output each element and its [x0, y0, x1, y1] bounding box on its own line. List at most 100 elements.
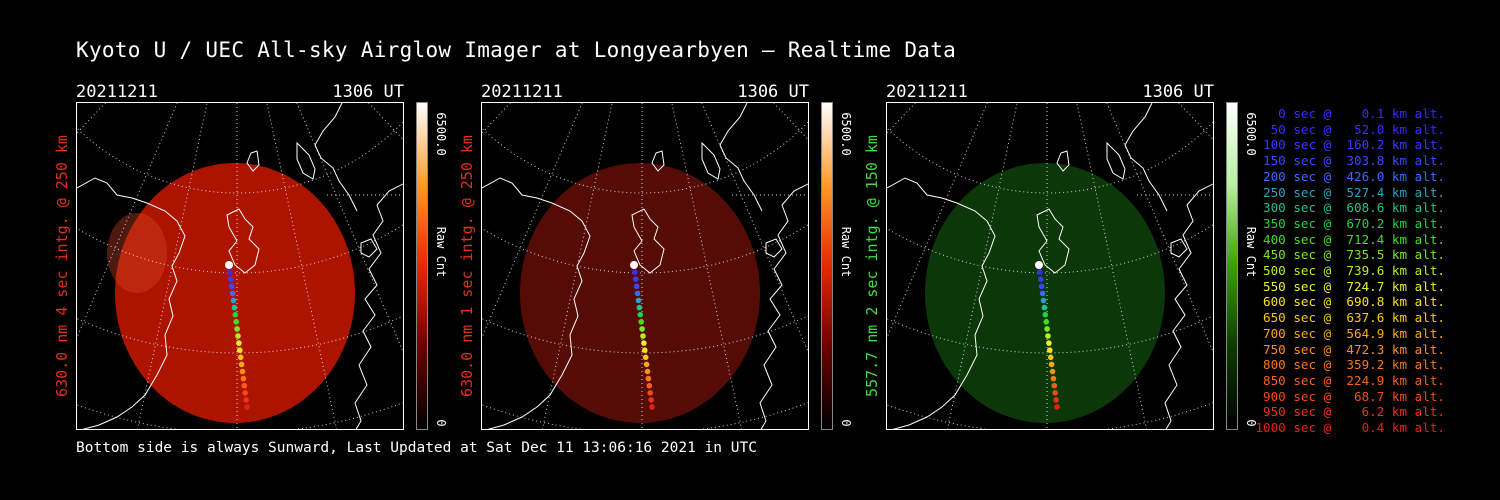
trajectory-point — [637, 311, 644, 318]
trajectory-point — [1043, 319, 1049, 325]
trajectory-point — [230, 297, 237, 304]
legend-entry: 350 sec @ 670.2 km alt. — [1255, 215, 1445, 231]
legend-entry: 700 sec @ 564.9 km alt. — [1255, 325, 1445, 341]
latitude-grid-line — [77, 315, 403, 354]
trajectory-point — [1042, 311, 1049, 318]
latitude-grid-line — [887, 315, 1213, 354]
legend-entry: 600 sec @ 690.8 km alt. — [1255, 294, 1445, 310]
trajectory-point — [243, 397, 249, 403]
trajectory-point — [640, 333, 646, 339]
coastline — [651, 150, 665, 172]
colorbar — [821, 102, 833, 430]
trajectory-point — [228, 283, 235, 290]
trajectory-point — [633, 276, 639, 282]
trajectory-point — [642, 347, 648, 353]
trajectory-point — [644, 368, 651, 375]
trajectory-point — [1045, 333, 1051, 339]
legend-entry: 50 sec @ 52.0 km alt. — [1255, 121, 1445, 137]
trajectory-point — [233, 319, 239, 325]
trajectory-point — [648, 397, 654, 403]
trajectory-point — [1039, 290, 1046, 297]
trajectory-point — [646, 382, 653, 389]
panel-1: 20211211 1306 UT 630.0 nm 4 sec intg. @ … — [53, 82, 476, 432]
page-title: Kyoto U / UEC All-sky Airglow Imager at … — [76, 38, 957, 62]
trajectory-point — [1035, 261, 1043, 269]
trajectory-point — [649, 404, 655, 410]
coastline — [759, 183, 808, 429]
trajectory-point — [1038, 283, 1045, 290]
legend-entry: 450 sec @ 735.5 km alt. — [1255, 247, 1445, 263]
panel-ylabel-text: 557.7 nm 2 sec intg. @ 150 km — [863, 135, 881, 397]
coastline — [1124, 103, 1168, 212]
coastline — [1164, 183, 1213, 429]
trajectory-point — [1037, 269, 1043, 275]
trajectory-point — [228, 276, 234, 282]
trajectory-point — [1046, 340, 1052, 346]
coastline — [314, 103, 358, 212]
trajectory-point — [633, 283, 640, 290]
trajectory-point — [1044, 326, 1050, 332]
colorbar-max: 6500.0 — [434, 112, 448, 156]
legend-entry: 200 sec @ 426.0 km alt. — [1255, 168, 1445, 184]
legend-entry: 650 sec @ 637.6 km alt. — [1255, 310, 1445, 326]
panel-ylabel-text: 630.0 nm 1 sec intg. @ 250 km — [458, 135, 476, 397]
trajectory-point — [241, 382, 248, 389]
trajectory-point — [639, 326, 645, 332]
panel-ylabel: 630.0 nm 1 sec intg. @ 250 km — [457, 102, 477, 430]
coastline — [246, 150, 260, 172]
trajectory-point — [225, 261, 233, 269]
legend-entry: 750 sec @ 472.3 km alt. — [1255, 341, 1445, 357]
footer-status: Bottom side is always Sunward, Last Upda… — [76, 440, 757, 456]
legend-entry: 500 sec @ 739.6 km alt. — [1255, 263, 1445, 279]
legend-entry: 300 sec @ 608.6 km alt. — [1255, 200, 1445, 216]
trajectory-point — [634, 290, 641, 297]
colorbar-min: 0 — [839, 419, 853, 427]
trajectory-point — [234, 326, 240, 332]
coastline — [1170, 238, 1188, 258]
trajectory-point — [1049, 368, 1056, 375]
trajectory-point — [642, 354, 649, 361]
trajectory-point — [244, 404, 250, 410]
coastline — [887, 177, 996, 429]
legend-entry: 900 sec @ 68.7 km alt. — [1255, 388, 1445, 404]
panel-2: 20211211 1306 UT 630.0 nm 1 sec intg. @ … — [458, 82, 881, 432]
allsky-image-panel-1 — [76, 102, 404, 430]
panel-ylabel-text: 630.0 nm 4 sec intg. @ 250 km — [53, 135, 71, 397]
trajectory-point — [237, 354, 244, 361]
colorbar-min: 0 — [434, 419, 448, 427]
trajectory-point — [238, 361, 245, 368]
coastline — [765, 238, 783, 258]
panel-ylabel: 557.7 nm 2 sec intg. @ 150 km — [862, 102, 882, 430]
trajectory-point — [636, 304, 643, 311]
panel-ylabel: 630.0 nm 4 sec intg. @ 250 km — [52, 102, 72, 430]
trajectory-point — [242, 390, 248, 396]
coastline — [719, 103, 763, 212]
trajectory-point — [645, 375, 652, 382]
trajectory-point — [638, 319, 644, 325]
coastline — [226, 208, 260, 274]
allsky-map-svg — [482, 103, 808, 429]
coastline — [360, 238, 378, 258]
latitude-grid-line — [482, 315, 808, 354]
panel-time: 1306 UT — [737, 82, 809, 102]
trajectory-point — [235, 333, 241, 339]
trajectory-point — [1038, 276, 1044, 282]
trajectory-point — [1047, 347, 1053, 353]
coastline — [631, 208, 665, 274]
trajectory-point — [1053, 397, 1059, 403]
trajectory-point — [236, 340, 242, 346]
trajectory-point — [635, 297, 642, 304]
trajectory-point — [227, 269, 233, 275]
trajectory-point — [239, 368, 246, 375]
coastline — [701, 141, 721, 180]
trajectory-point — [240, 375, 247, 382]
legend-entry: 0 sec @ 0.1 km alt. — [1255, 106, 1445, 121]
legend-entry: 800 sec @ 359.2 km alt. — [1255, 357, 1445, 373]
allsky-image-panel-3 — [886, 102, 1214, 430]
colorbar-unit: Raw Cnt — [839, 226, 853, 278]
trajectory-point — [1041, 304, 1048, 311]
legend-entry: 850 sec @ 224.9 km alt. — [1255, 372, 1445, 388]
trajectory-point — [231, 304, 238, 311]
trajectory-point — [1054, 404, 1060, 410]
legend-entry: 400 sec @ 712.4 km alt. — [1255, 231, 1445, 247]
